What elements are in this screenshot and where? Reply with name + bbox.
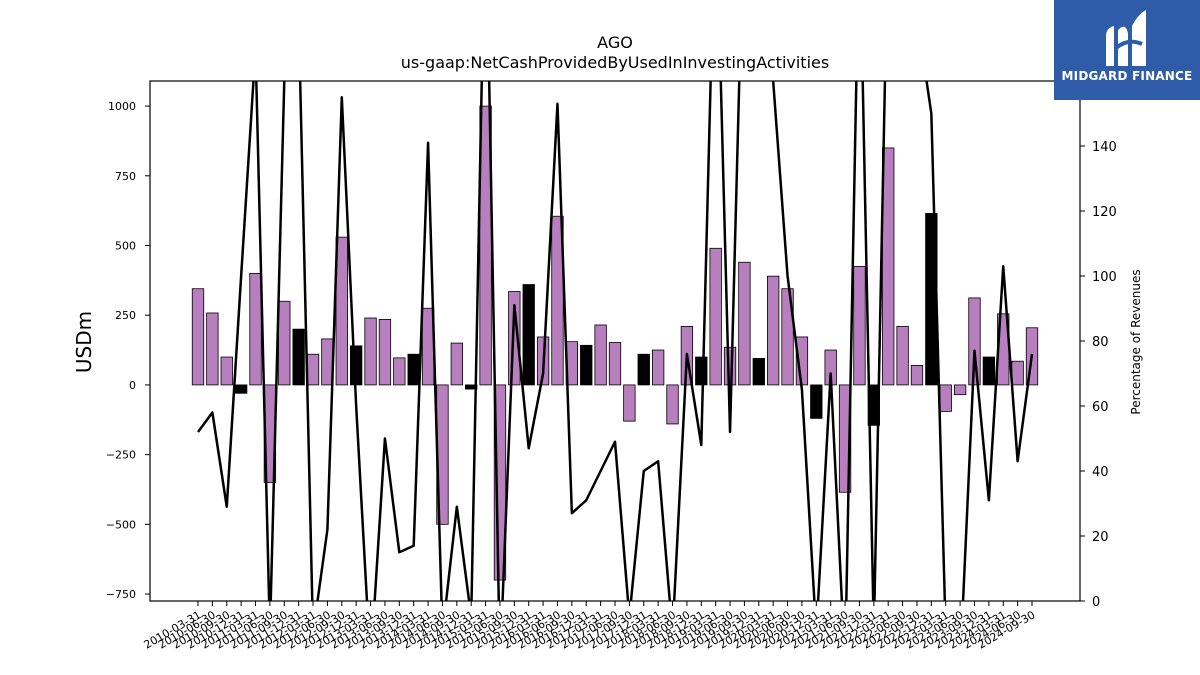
bar-2013-12-31 — [407, 353, 420, 386]
bar-2013-09-30 — [393, 357, 406, 386]
bar-2022-09-30 — [910, 364, 924, 386]
bar-2017-09-30 — [623, 384, 636, 422]
bar-2022-03-31 — [882, 147, 895, 386]
bar-2010-09-30 — [220, 356, 233, 386]
y-tick-label: 500 — [115, 240, 136, 253]
midgard-finance-logo: MIDGARD FINANCE — [1054, 0, 1200, 100]
bar-2010-03-31 — [191, 288, 205, 386]
y2-tick-label: 120 — [1092, 205, 1117, 220]
y2-tick-label: 40 — [1092, 465, 1109, 480]
midgard-logo-mark-icon — [1106, 10, 1146, 66]
bar-2017-12-31 — [637, 353, 650, 386]
bar-2023-03-31 — [939, 384, 952, 412]
bar-2023-12-31 — [982, 356, 996, 386]
bar-series — [191, 105, 1039, 581]
chart-subtitle: us-gaap:NetCashProvidedByUsedInInvesting… — [401, 53, 829, 72]
y-tick-label: −500 — [106, 518, 136, 531]
bar-2015-06-30 — [493, 384, 507, 581]
bar-2017-06-30 — [608, 342, 622, 386]
bar-2021-09-30 — [853, 266, 866, 386]
bar-2013-06-30 — [378, 318, 392, 386]
y-tick-label: 0 — [129, 379, 136, 392]
y-tick-label: 250 — [115, 309, 136, 322]
bar-2021-06-30 — [838, 384, 852, 493]
bar-2015-12-31 — [522, 284, 535, 386]
bar-2018-06-30 — [666, 384, 679, 425]
bar-2024-06-30 — [1011, 360, 1024, 386]
y-tick-label: 750 — [115, 170, 136, 183]
logo-wordmark: MIDGARD FINANCE — [1061, 69, 1193, 83]
y-tick-label: −250 — [106, 449, 136, 462]
chart-title: AGO — [597, 33, 633, 52]
y2-tick-label: 60 — [1092, 400, 1109, 415]
bar-2012-03-31 — [306, 353, 320, 386]
bar-2015-09-30 — [508, 291, 521, 386]
y2-tick-label: 100 — [1092, 270, 1117, 285]
bar-2016-12-31 — [580, 344, 593, 386]
bar-2020-06-30 — [781, 288, 794, 386]
y2-axis: 0 20 40 60 80 100 120 140 — [1080, 140, 1117, 610]
bar-2019-06-30 — [723, 346, 737, 386]
x-axis: 2010-03-312010-06-302010-09-302010-12-31… — [142, 601, 1038, 652]
y-axis-label: USDm — [72, 311, 96, 373]
bar-2019-03-31 — [709, 247, 722, 386]
y-tick-label: −750 — [106, 588, 136, 601]
bar-2019-09-30 — [738, 261, 751, 386]
bar-2012-09-30 — [335, 236, 348, 386]
line-series — [196, 81, 1034, 601]
bar-2013-03-31 — [364, 317, 377, 386]
bar-2023-06-30 — [953, 384, 967, 396]
bar-2022-06-30 — [896, 325, 909, 386]
bar-2011-12-31 — [292, 328, 305, 386]
bar-2019-12-31 — [752, 358, 765, 386]
bar-2020-12-31 — [810, 384, 823, 419]
bar-2010-12-31 — [234, 384, 248, 394]
bar-2020-03-31 — [767, 275, 780, 386]
bar-2011-09-30 — [278, 300, 291, 386]
bar-2017-03-31 — [594, 324, 607, 386]
y2-tick-label: 140 — [1092, 140, 1117, 155]
y-tick-label: 1000 — [108, 100, 136, 113]
y-axis: 1000 750 500 250 0 −250 −500 −750 — [106, 100, 150, 601]
bar-2018-12-31 — [695, 356, 708, 386]
bar-2012-12-31 — [350, 345, 363, 386]
bar-2014-09-30 — [450, 342, 463, 386]
y2-tick-label: 80 — [1092, 335, 1109, 350]
percentage-of-revenues-line — [196, 81, 1034, 601]
y2-tick-label: 0 — [1092, 595, 1100, 610]
bar-2011-03-31 — [249, 272, 262, 386]
y2-axis-label: Percentage of Revenues — [1129, 269, 1143, 414]
bar-2018-03-31 — [651, 349, 665, 386]
y2-tick-label: 20 — [1092, 530, 1109, 545]
bar-2023-09-30 — [968, 297, 981, 386]
bar-2010-06-30 — [206, 312, 219, 386]
